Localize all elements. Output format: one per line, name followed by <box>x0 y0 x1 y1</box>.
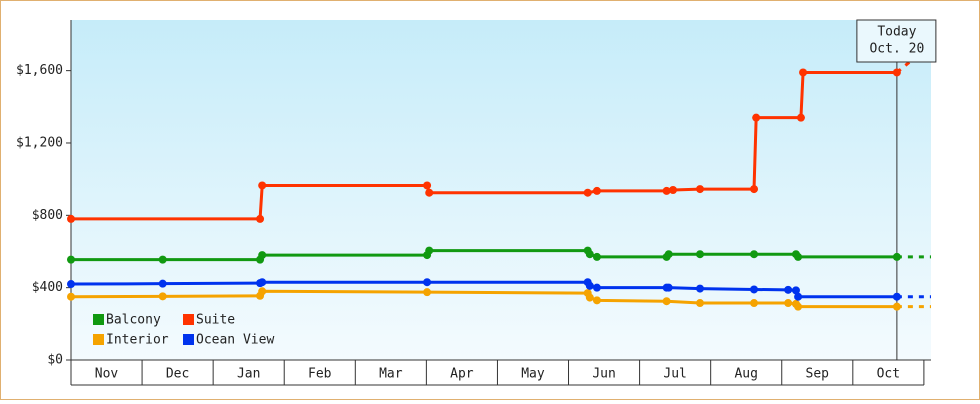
point <box>662 297 671 306</box>
x-tick-label: Nov <box>95 367 119 382</box>
point <box>425 246 434 255</box>
point <box>585 250 594 259</box>
point <box>662 186 671 195</box>
point <box>583 188 592 197</box>
today-label: Oct. 20 <box>869 42 924 57</box>
point <box>423 278 432 287</box>
point <box>794 302 803 311</box>
point <box>784 285 793 294</box>
point <box>696 250 705 259</box>
point <box>67 255 75 264</box>
x-tick-label: Jun <box>592 367 615 382</box>
point <box>796 113 805 122</box>
point <box>423 288 432 297</box>
point <box>892 68 901 77</box>
legend-swatch <box>93 334 104 345</box>
x-tick-label: Jul <box>663 367 686 382</box>
today-box <box>856 19 937 63</box>
point <box>585 293 594 302</box>
x-tick-label: Aug <box>734 367 757 382</box>
point <box>258 181 267 190</box>
point <box>750 299 759 308</box>
legend-label: Ocean View <box>196 333 274 348</box>
point <box>696 284 705 293</box>
legend-label: Balcony <box>106 313 161 328</box>
point <box>256 214 265 223</box>
x-tick-label: Dec <box>166 367 189 382</box>
point <box>258 278 267 287</box>
legend-label: Interior <box>106 333 169 348</box>
y-tick-label: $400 <box>32 280 63 295</box>
point <box>791 286 800 295</box>
legend-swatch <box>183 334 194 345</box>
point <box>585 281 594 290</box>
point <box>750 250 759 259</box>
x-tick-label: Feb <box>308 367 332 382</box>
point <box>892 252 901 261</box>
point <box>664 250 673 259</box>
point <box>750 285 759 294</box>
point <box>258 251 267 260</box>
point <box>158 255 167 264</box>
point <box>664 283 673 292</box>
point <box>158 279 167 288</box>
point <box>423 181 432 190</box>
x-tick-label: May <box>521 367 545 382</box>
y-tick-label: $1,600 <box>16 63 63 78</box>
point <box>892 302 901 311</box>
x-tick-label: Jan <box>237 367 260 382</box>
point <box>592 186 601 195</box>
y-tick-label: $0 <box>47 353 63 368</box>
point <box>750 185 759 194</box>
x-tick-label: Mar <box>379 367 403 382</box>
today-label: Today <box>877 25 916 40</box>
point <box>794 292 803 301</box>
point <box>794 252 803 261</box>
point <box>258 287 267 296</box>
point <box>592 283 601 292</box>
legend-label: Suite <box>196 313 235 328</box>
point <box>592 252 601 261</box>
y-tick-label: $1,200 <box>16 135 63 150</box>
point <box>67 280 75 289</box>
point <box>892 292 901 301</box>
point <box>592 296 601 305</box>
y-tick-label: $800 <box>32 208 63 223</box>
x-tick-label: Sep <box>806 367 830 382</box>
point <box>784 299 793 308</box>
legend-swatch <box>93 314 104 325</box>
point <box>696 299 705 308</box>
point <box>158 292 167 301</box>
x-tick-label: Apr <box>450 367 474 382</box>
x-tick-label: Oct <box>877 367 900 382</box>
point <box>67 292 75 301</box>
legend-swatch <box>183 314 194 325</box>
point <box>696 185 705 194</box>
point <box>425 188 434 197</box>
point <box>669 186 677 194</box>
point <box>67 214 75 223</box>
point <box>799 68 808 77</box>
point <box>752 113 761 122</box>
